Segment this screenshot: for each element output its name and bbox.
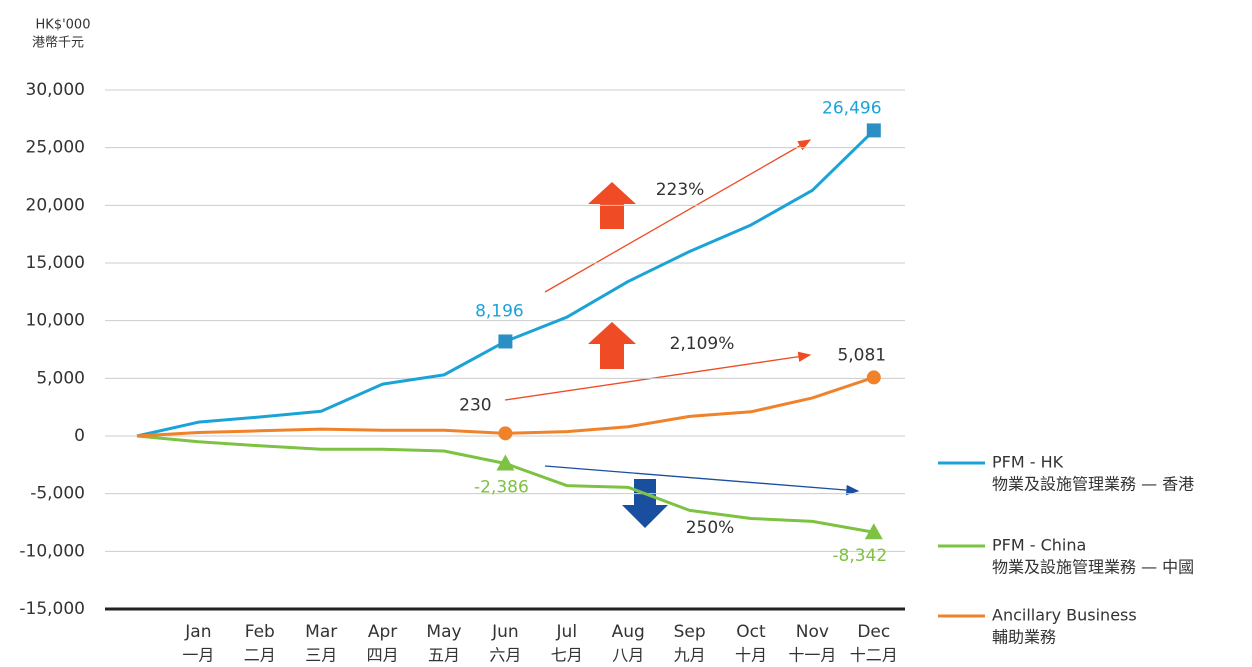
legend-label-cn: 物業及設施管理業務 — 香港: [992, 475, 1194, 494]
value-label: 5,081: [837, 345, 886, 365]
marker: [496, 454, 515, 471]
x-tick-label: Nov: [796, 622, 829, 642]
marker: [864, 523, 883, 540]
y-tick-label: 15,000: [26, 253, 85, 273]
trend-arrow: [504, 351, 812, 401]
y-tick-label: -10,000: [19, 541, 85, 561]
trend-arrow: [544, 465, 860, 496]
annotation: 2,109%: [670, 334, 735, 354]
legend-label-cn: 物業及設施管理業務 — 中國: [992, 558, 1194, 577]
marker: [498, 334, 513, 349]
legend-label-cn: 輔助業務: [992, 628, 1056, 647]
x-tick-label-cn: 三月: [305, 646, 337, 665]
x-tick-label-cn: 二月: [244, 646, 276, 665]
series-line: [136, 129, 875, 438]
y-tick-label: 5,000: [36, 368, 85, 388]
value-label: 8,196: [475, 301, 524, 321]
x-tick-label-cn: 一月: [182, 646, 214, 665]
y-tick-label: 20,000: [26, 195, 85, 215]
down-icon: [622, 479, 668, 528]
x-tick-label-cn: 十二月: [850, 646, 898, 665]
x-tick-label-cn: 五月: [428, 646, 460, 665]
x-tick-label-cn: 八月: [612, 646, 644, 665]
x-tick-label-cn: 十月: [735, 646, 767, 665]
x-tick-label: Dec: [857, 622, 890, 642]
x-tick-label: Apr: [368, 622, 397, 642]
x-tick-label-cn: 七月: [551, 646, 583, 665]
y-tick-label: 25,000: [26, 138, 85, 158]
x-tick-label: May: [426, 622, 461, 642]
y-tick-label: 0: [74, 426, 85, 446]
y-tick-label: -15,000: [19, 599, 85, 619]
y-tick-label: -5,000: [30, 484, 85, 504]
x-tick-label-cn: 十一月: [788, 646, 836, 665]
unit-label-cn: 港幣千元: [32, 36, 84, 51]
x-tick-label: Jul: [556, 622, 578, 642]
y-tick-label: 30,000: [26, 80, 85, 100]
value-label: 230: [459, 395, 491, 415]
x-tick-label: Jan: [184, 622, 211, 642]
value-label: -2,386: [474, 478, 529, 498]
marker: [866, 370, 881, 385]
x-tick-label: Feb: [245, 622, 275, 642]
x-tick-label: Aug: [612, 622, 645, 642]
marker: [498, 426, 513, 441]
marker: [866, 123, 881, 138]
x-tick-label: Oct: [736, 622, 766, 642]
annotation: 250%: [686, 518, 735, 538]
value-label: -8,342: [832, 546, 887, 566]
x-tick-label: Mar: [305, 622, 337, 642]
x-tick-label: Jun: [491, 622, 519, 642]
up-icon: [588, 322, 636, 369]
x-tick-label: Sep: [674, 622, 706, 642]
y-tick-label: 10,000: [26, 311, 85, 331]
trend-arrow: [544, 139, 812, 293]
annotation: 223%: [656, 180, 705, 200]
legend-label: PFM - HK: [992, 453, 1064, 472]
unit-label: HK$'000: [36, 18, 91, 33]
x-tick-label-cn: 九月: [674, 646, 706, 665]
x-tick-label-cn: 四月: [367, 646, 399, 665]
value-label: 26,496: [822, 98, 881, 118]
legend-label: PFM - China: [992, 536, 1086, 555]
legend-label: Ancillary Business: [992, 606, 1137, 625]
x-tick-label-cn: 六月: [489, 646, 521, 665]
